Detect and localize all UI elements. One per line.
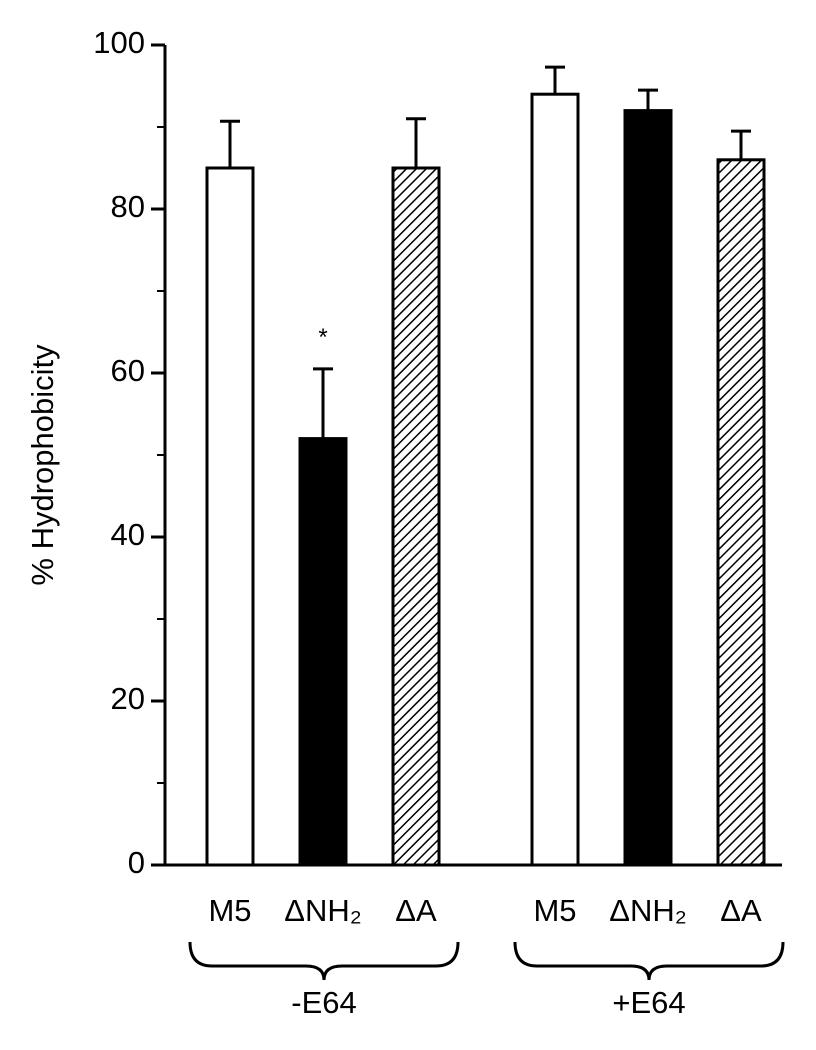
x-tick-label: ΔNH₂ xyxy=(609,893,687,928)
bar xyxy=(716,158,766,867)
group-label: -E64 xyxy=(291,985,356,1020)
x-tick-label: ΔA xyxy=(720,893,762,928)
bar xyxy=(205,166,255,867)
x-tick-label: M5 xyxy=(533,893,576,928)
y-tick-label: 40 xyxy=(111,517,145,552)
bar xyxy=(623,109,673,867)
bar xyxy=(298,437,348,867)
y-tick-label: 0 xyxy=(128,845,145,880)
bar xyxy=(530,92,580,867)
y-axis-label: % Hydrophobicity xyxy=(25,344,60,586)
bar xyxy=(391,166,441,867)
y-tick-label: 20 xyxy=(111,681,145,716)
annotation: * xyxy=(318,324,327,351)
group-label: +E64 xyxy=(612,985,685,1020)
y-tick-label: 80 xyxy=(111,189,145,224)
x-tick-label: ΔA xyxy=(395,893,437,928)
group-brace xyxy=(513,941,785,981)
y-tick-label: 60 xyxy=(111,353,145,388)
y-tick-label: 100 xyxy=(93,25,145,60)
group-brace xyxy=(188,941,460,981)
x-tick-label: ΔNH₂ xyxy=(284,893,362,928)
x-tick-label: M5 xyxy=(208,893,251,928)
